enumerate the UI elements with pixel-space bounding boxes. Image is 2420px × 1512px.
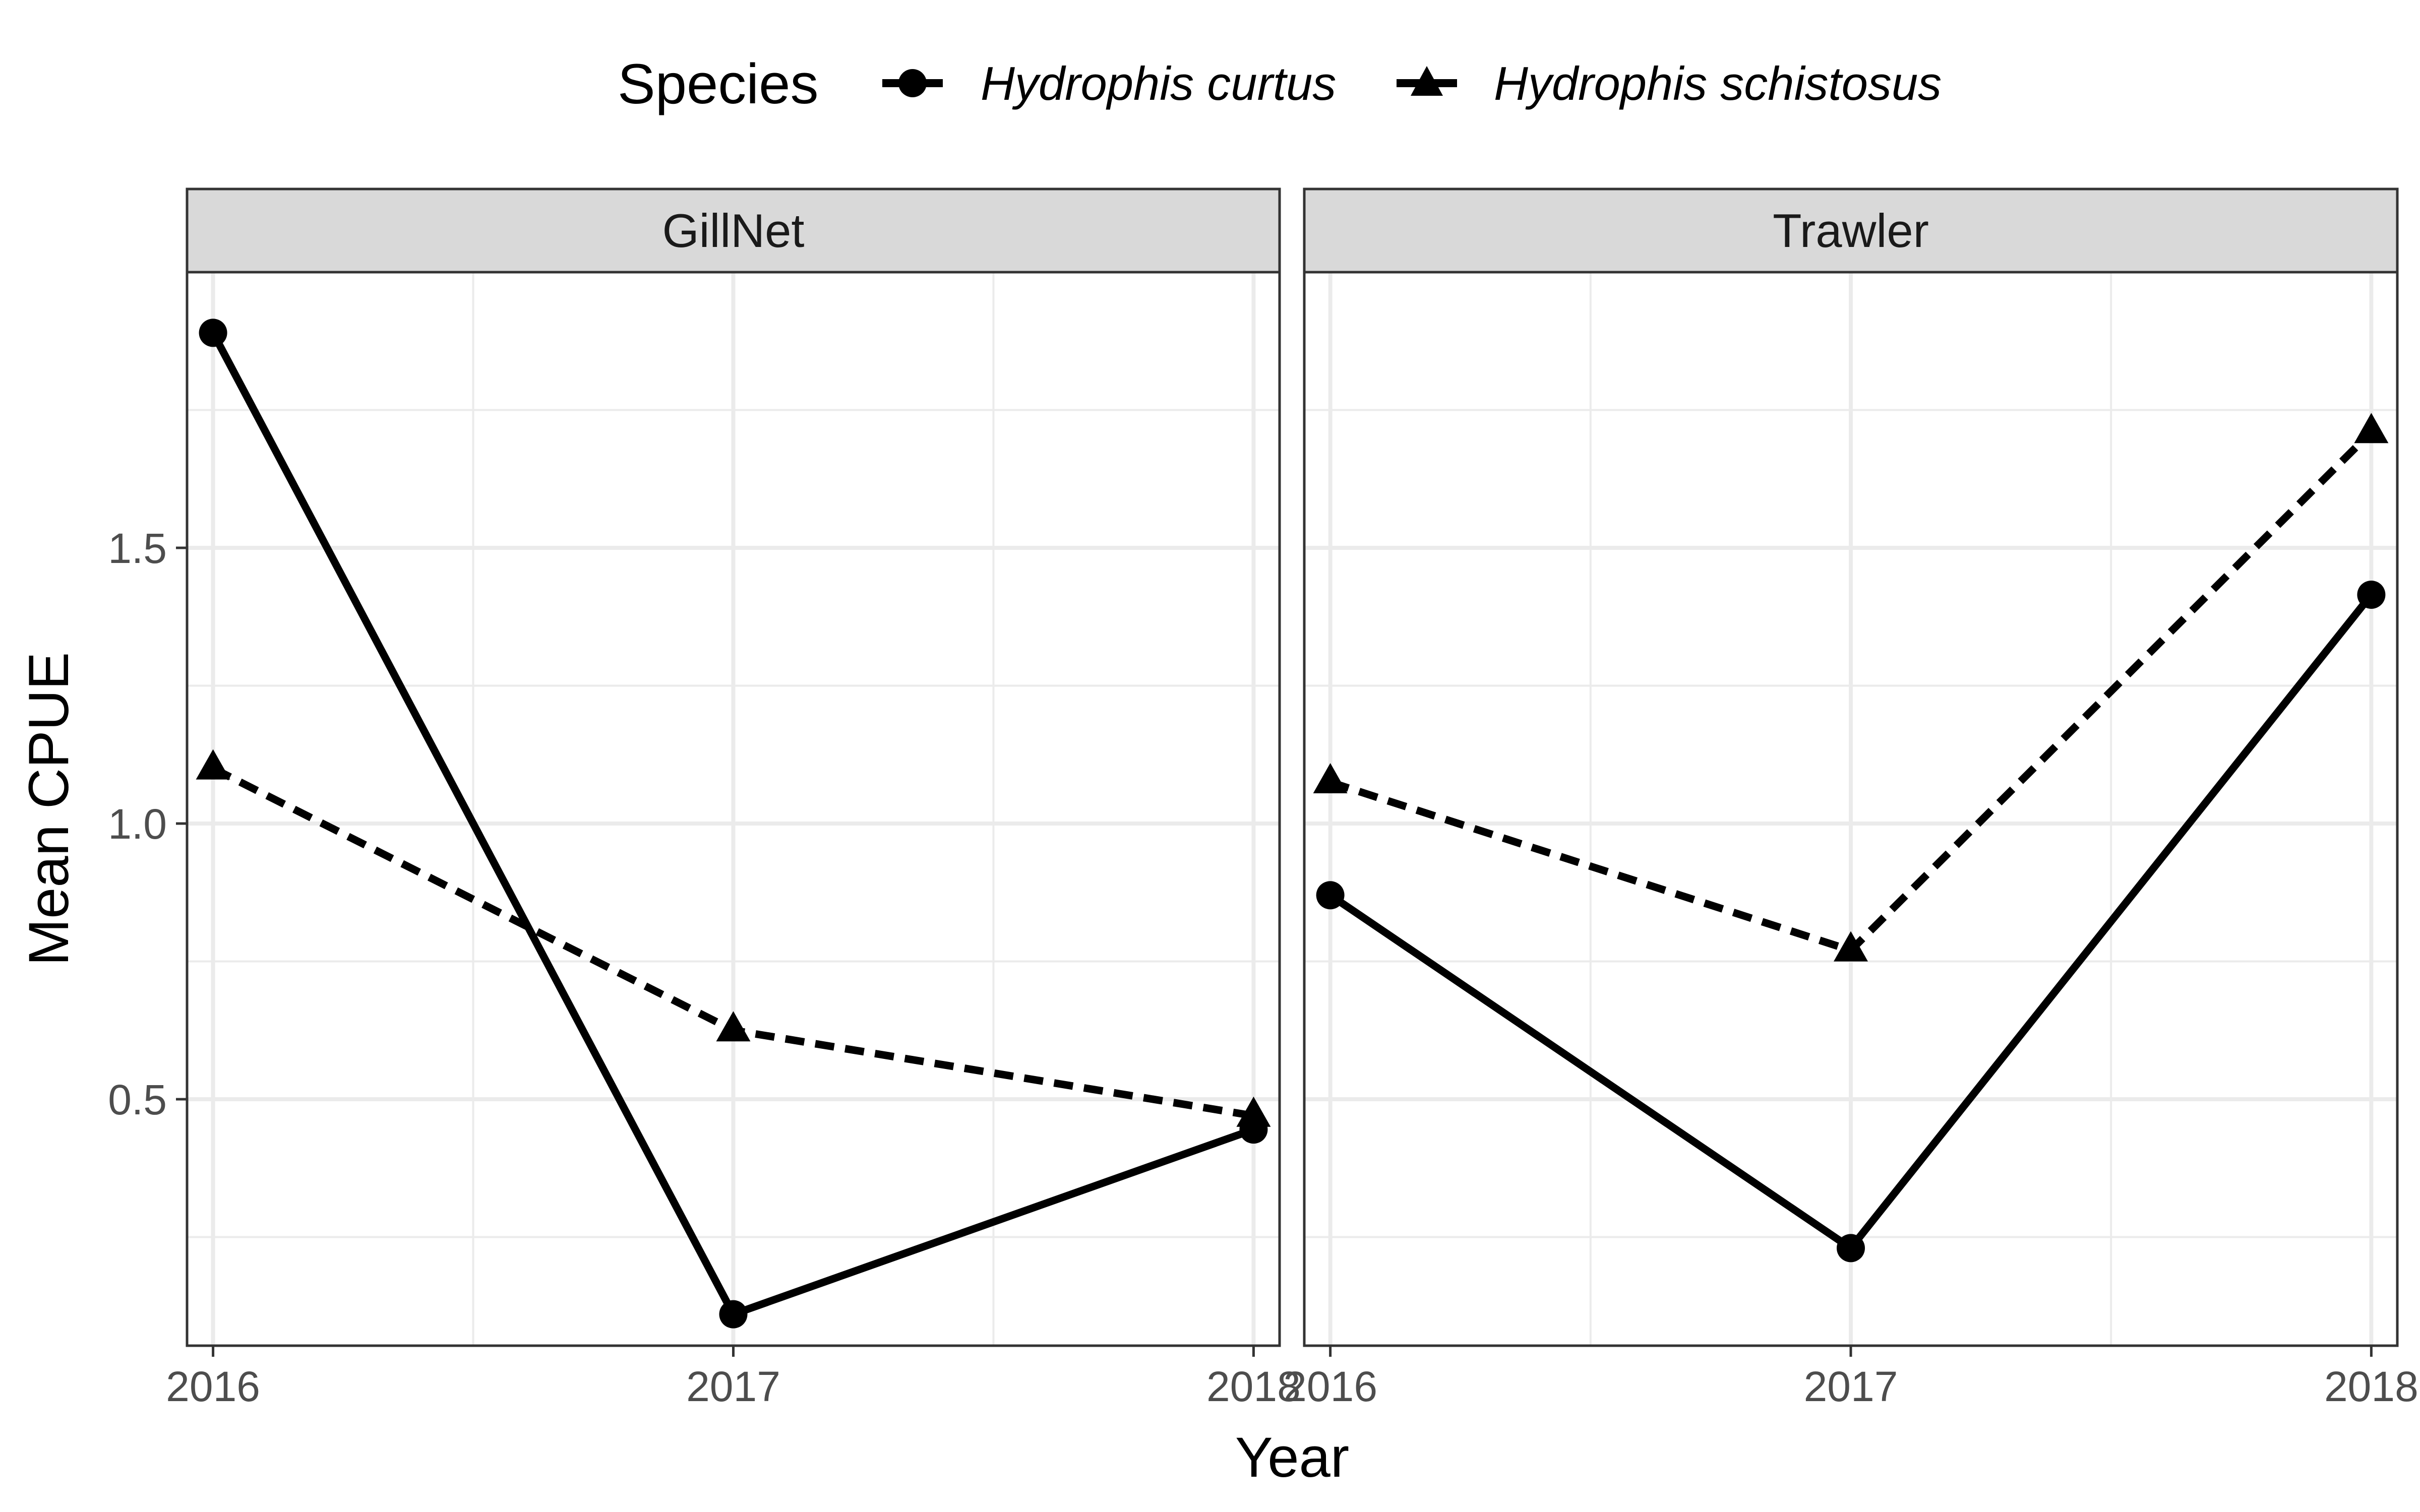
legend-key-marker-curtus bbox=[898, 69, 927, 97]
data-point-circle-hydrophis-curtus bbox=[2357, 580, 2386, 609]
panel-gillnet: GillNet 2016 2017 2018 bbox=[166, 187, 1301, 1410]
data-point-triangle-hydrophis-schistosus bbox=[196, 749, 230, 780]
data-point-circle-hydrophis-curtus bbox=[1316, 881, 1345, 910]
data-point-triangle-hydrophis-schistosus bbox=[1236, 1096, 1271, 1127]
panel-trawler: Trawler 2016 2017 2018 bbox=[1283, 187, 2418, 1410]
data-point-triangle-hydrophis-schistosus bbox=[716, 1011, 751, 1042]
y-tick-label: 1.5 bbox=[108, 525, 167, 572]
data-point-triangle-hydrophis-schistosus bbox=[1834, 931, 1868, 962]
x-tick-label: 2018 bbox=[1206, 1363, 1301, 1410]
x-tick-label: 2018 bbox=[2324, 1363, 2418, 1410]
strip-background-gillnet bbox=[186, 187, 1281, 274]
y-tick-label: 0.5 bbox=[108, 1076, 167, 1123]
x-axis-ticks-gillnet: 2016 2017 2018 bbox=[166, 1346, 1301, 1410]
data-point-triangle-hydrophis-schistosus bbox=[1313, 763, 1348, 793]
grid-gillnet bbox=[187, 272, 1280, 1346]
series-gillnet bbox=[196, 319, 1271, 1329]
x-tick-label: 2017 bbox=[686, 1363, 780, 1410]
data-point-circle-hydrophis-curtus bbox=[719, 1300, 748, 1329]
legend-title: Species bbox=[618, 52, 818, 115]
x-tick-label: 2017 bbox=[1804, 1363, 1898, 1410]
y-axis: 0.5 1.0 1.5 bbox=[108, 525, 187, 1123]
y-axis-title: Mean CPUE bbox=[17, 652, 80, 966]
legend-key-marker-schistosus bbox=[1411, 66, 1443, 96]
legend-entry-hydrophis-schistosus: Hydrophis schistosus bbox=[1494, 57, 1942, 110]
x-tick-label: 2016 bbox=[1283, 1363, 1377, 1410]
x-axis-ticks-trawler: 2016 2017 2018 bbox=[1283, 1346, 2418, 1410]
strip-label-gillnet: GillNet bbox=[662, 204, 804, 257]
x-axis-title: Year bbox=[1235, 1426, 1349, 1489]
legend-entry-hydrophis-curtus: Hydrophis curtus bbox=[981, 57, 1336, 110]
data-point-circle-hydrophis-curtus bbox=[1837, 1234, 1865, 1263]
grid-trawler bbox=[1304, 272, 2397, 1346]
legend: Species Hydrophis curtus Hydrophis schis… bbox=[618, 52, 1942, 115]
data-point-circle-hydrophis-curtus bbox=[199, 319, 227, 347]
series-trawler bbox=[1313, 413, 2389, 1263]
strip-background-trawler bbox=[1303, 187, 2399, 274]
strip-label-trawler: Trawler bbox=[1773, 204, 1929, 257]
data-point-triangle-hydrophis-schistosus bbox=[2354, 413, 2389, 444]
y-tick-label: 1.0 bbox=[108, 800, 167, 848]
x-tick-label: 2016 bbox=[166, 1363, 260, 1410]
